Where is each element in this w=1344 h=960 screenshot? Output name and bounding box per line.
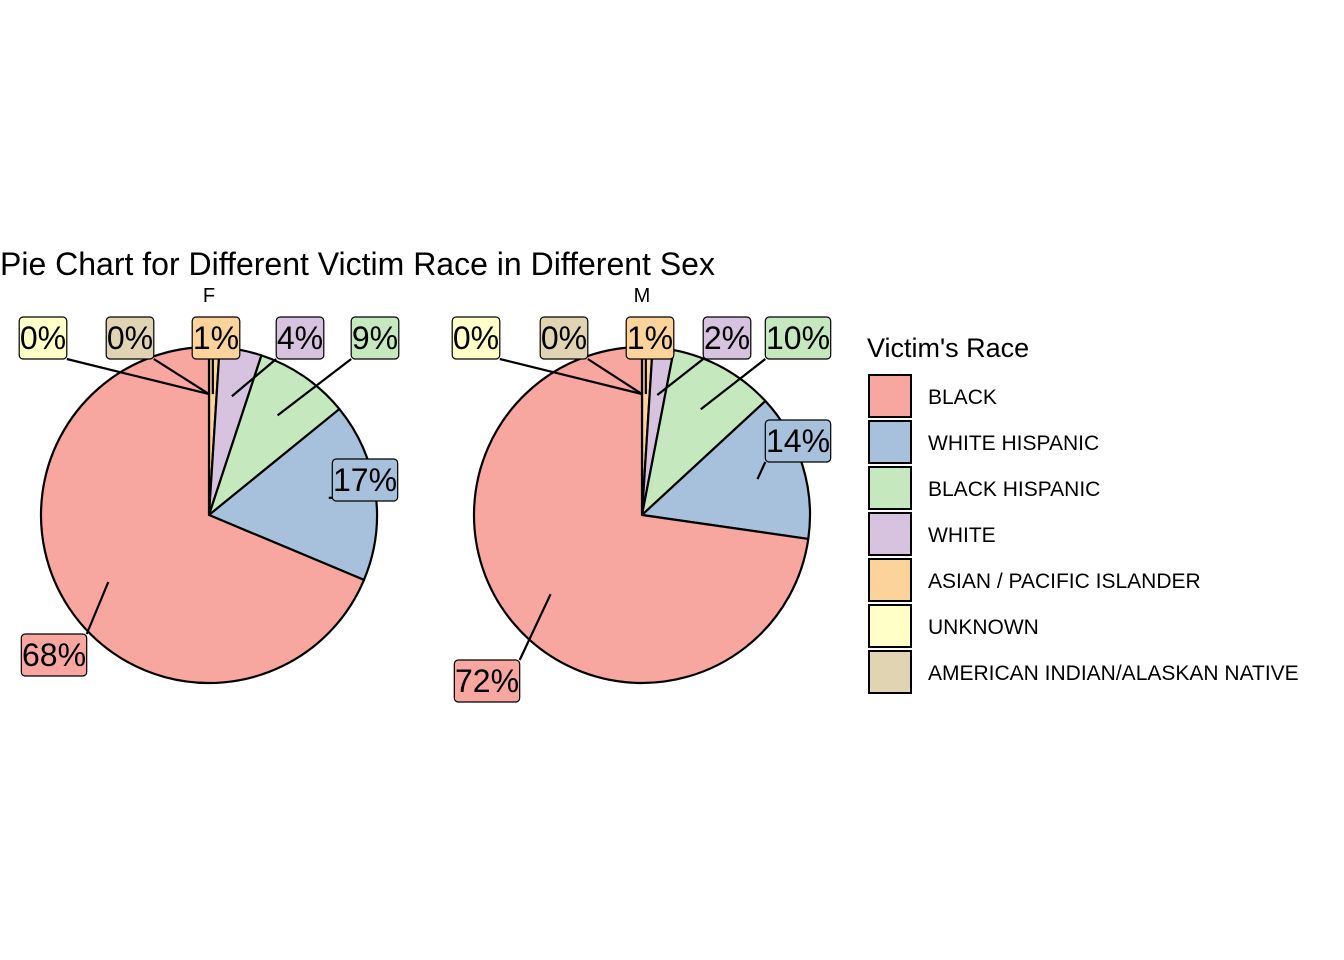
label-box — [331, 458, 399, 502]
label-box — [539, 316, 589, 360]
legend-swatch — [868, 466, 912, 510]
slice-percent-label: 1% — [193, 320, 239, 356]
leader-line — [231, 358, 277, 398]
leader-line — [66, 357, 210, 396]
label-box — [625, 316, 675, 360]
chart-title: Pie Chart for Different Victim Race in D… — [0, 246, 715, 282]
slice-percent-label: 72% — [455, 663, 519, 699]
legend-item-unknown: UNKNOWN — [868, 604, 1039, 648]
label-white: 4% — [231, 316, 325, 398]
pie-slice-black — [39, 345, 366, 685]
label-box — [20, 633, 88, 677]
slices — [39, 345, 379, 685]
label-white-hispanic: 14% — [756, 419, 832, 480]
facet-title: F — [203, 285, 215, 307]
leader-line — [153, 358, 210, 395]
legend-swatch — [868, 512, 912, 556]
slice-percent-label: 0% — [453, 320, 499, 356]
legend-item-american-indian-alaskan-native: AMERICAN INDIAN/ALASKAN NATIVE — [868, 650, 1299, 694]
legend-label: BLACK HISPANIC — [928, 478, 1100, 501]
label-black: 72% — [453, 593, 552, 703]
legend-swatch — [868, 374, 912, 418]
pie-facet-f: F 68% 17% 9% 4% 1% 0% 0% — [18, 285, 400, 685]
slices — [472, 345, 812, 685]
slice-percent-label: 4% — [277, 320, 323, 356]
legend-item-black: BLACK — [868, 374, 997, 418]
slice-percent-label: 14% — [766, 423, 830, 459]
legend-label: WHITE HISPANIC — [928, 432, 1099, 455]
leader-line — [85, 581, 110, 635]
pie-slice-black-hispanic — [207, 354, 341, 517]
slice-percent-label: 2% — [704, 320, 750, 356]
pie-facet-m: M 72% 14% 10% 2% 1% 0% 0% — [451, 285, 832, 703]
slice-percent-label: 17% — [333, 462, 397, 498]
slice-percent-label: 0% — [20, 320, 66, 356]
pie-slice-black — [472, 345, 810, 685]
legend-swatch — [868, 604, 912, 648]
label-box — [18, 316, 68, 360]
label-box — [764, 419, 832, 463]
label-american-indian-alaskan-native: 0% — [539, 316, 643, 395]
slice-percent-label: 10% — [766, 320, 830, 356]
legend: Victim's Race BLACK WHITE HISPANIC BLACK H… — [867, 333, 1299, 694]
leader-line — [499, 357, 643, 396]
legend-label: AMERICAN INDIAN/ALASKAN NATIVE — [928, 662, 1299, 685]
legend-item-black-hispanic: BLACK HISPANIC — [868, 466, 1100, 510]
label-box — [105, 316, 155, 360]
legend-swatch — [868, 650, 912, 694]
legend-swatch — [868, 420, 912, 464]
leader-line — [518, 593, 552, 661]
legend-label: UNKNOWN — [928, 616, 1039, 639]
slice-labels: 68% 17% 9% 4% 1% 0% 0% — [18, 316, 400, 677]
legend-title: Victim's Race — [867, 333, 1029, 363]
label-box — [350, 316, 400, 360]
label-box — [702, 316, 752, 360]
slice-labels: 72% 14% 10% 2% 1% 0% 0% — [451, 316, 832, 703]
label-box — [275, 316, 325, 360]
label-black: 68% — [20, 581, 110, 677]
legend-item-white-hispanic: WHITE HISPANIC — [868, 420, 1099, 464]
leader-line — [587, 358, 643, 395]
facet-title: M — [634, 285, 651, 307]
label-box — [451, 316, 501, 360]
label-unknown: 0% — [18, 316, 210, 396]
legend-swatch — [868, 558, 912, 602]
legend-label: BLACK — [928, 386, 997, 409]
slice-percent-label: 0% — [107, 320, 153, 356]
label-white-hispanic: 17% — [328, 458, 399, 502]
legend-label: ASIAN / PACIFIC ISLANDER — [928, 570, 1201, 593]
label-white: 2% — [656, 316, 752, 396]
leader-line — [276, 358, 352, 417]
label-unknown: 0% — [451, 316, 643, 396]
pie-slice-black-hispanic — [640, 348, 767, 517]
slice-percent-label: 0% — [541, 320, 587, 356]
leader-line — [656, 358, 704, 396]
label-box — [764, 316, 832, 360]
label-black-hispanic: 9% — [276, 316, 400, 417]
leader-line — [700, 358, 766, 411]
facets-layer: F 68% 17% 9% 4% 1% 0% 0% M 72% 14% 10% 2% 1% 0% 0% — [18, 285, 832, 703]
label-american-indian-alaskan-native: 0% — [105, 316, 210, 395]
label-asian-pacific-islander: 1% — [625, 316, 675, 395]
legend-label: WHITE — [928, 524, 996, 547]
legend-item-white: WHITE — [868, 512, 996, 556]
label-black-hispanic: 10% — [700, 316, 832, 411]
slice-percent-label: 68% — [22, 637, 86, 673]
leader-line — [756, 461, 767, 480]
label-box — [453, 659, 521, 703]
label-asian-pacific-islander: 1% — [191, 316, 241, 395]
slice-percent-label: 1% — [627, 320, 673, 356]
legend-item-asian-pacific-islander: ASIAN / PACIFIC ISLANDER — [868, 558, 1201, 602]
label-box — [191, 316, 241, 360]
slice-percent-label: 9% — [352, 320, 398, 356]
